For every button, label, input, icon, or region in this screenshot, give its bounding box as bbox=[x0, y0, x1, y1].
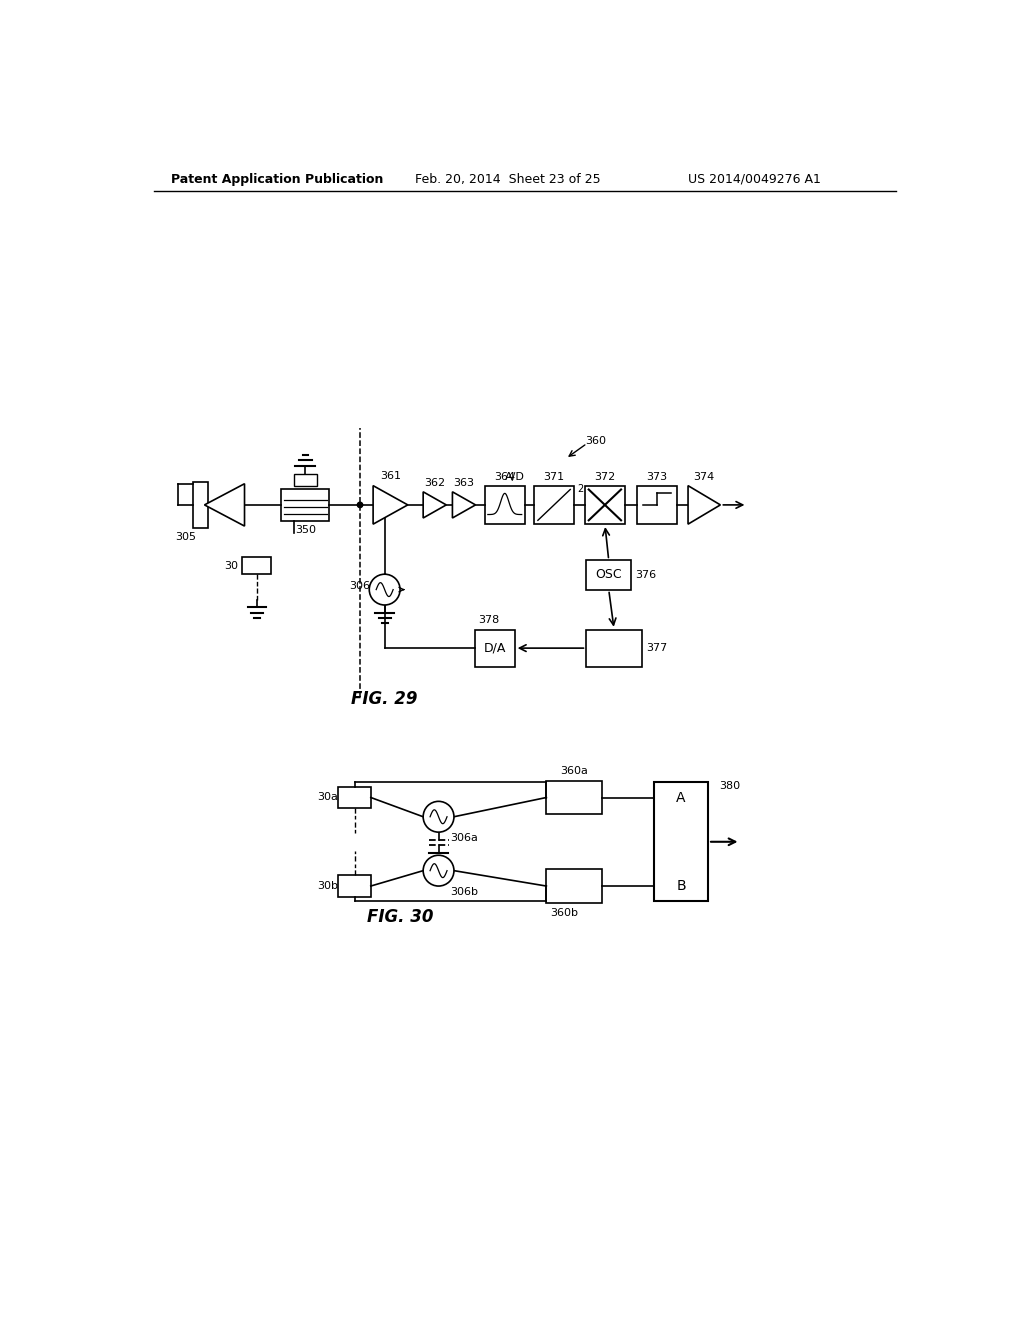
Text: 305: 305 bbox=[175, 532, 196, 541]
Text: 378: 378 bbox=[478, 615, 500, 626]
Bar bbox=[193, 482, 208, 528]
Circle shape bbox=[423, 801, 454, 832]
Bar bbox=[547, 780, 602, 814]
Text: FIG. 29: FIG. 29 bbox=[351, 690, 418, 708]
Bar bbox=[243, 557, 271, 574]
Text: US 2014/0049276 A1: US 2014/0049276 A1 bbox=[688, 173, 820, 186]
Text: 30a: 30a bbox=[317, 792, 338, 803]
Text: 306a: 306a bbox=[451, 833, 478, 843]
Text: 364: 364 bbox=[495, 473, 515, 482]
Bar bbox=[654, 781, 708, 902]
Text: 360b: 360b bbox=[550, 908, 579, 917]
Text: 371: 371 bbox=[544, 473, 564, 482]
Text: Feb. 20, 2014  Sheet 23 of 25: Feb. 20, 2014 Sheet 23 of 25 bbox=[415, 173, 601, 186]
Text: OSC: OSC bbox=[595, 569, 622, 582]
Bar bbox=[637, 486, 677, 524]
Text: 306b: 306b bbox=[451, 887, 478, 898]
Text: 377: 377 bbox=[646, 643, 667, 653]
Bar bbox=[535, 486, 574, 524]
Text: 363: 363 bbox=[454, 478, 474, 488]
Circle shape bbox=[370, 574, 400, 605]
Text: 373: 373 bbox=[647, 473, 668, 482]
Text: FIG. 30: FIG. 30 bbox=[367, 908, 433, 925]
Bar bbox=[587, 561, 631, 590]
Text: 376: 376 bbox=[635, 570, 656, 579]
Bar bbox=[475, 630, 515, 667]
Polygon shape bbox=[373, 486, 408, 524]
Bar bbox=[587, 630, 642, 667]
Polygon shape bbox=[423, 492, 446, 517]
Circle shape bbox=[423, 855, 454, 886]
Bar bbox=[282, 488, 330, 521]
Text: 306: 306 bbox=[349, 581, 371, 591]
Bar bbox=[294, 474, 316, 487]
Bar bbox=[484, 486, 524, 524]
Text: 30: 30 bbox=[224, 561, 239, 570]
Text: 380: 380 bbox=[719, 781, 740, 791]
Text: D/A: D/A bbox=[483, 642, 506, 655]
Text: A: A bbox=[677, 791, 686, 804]
Polygon shape bbox=[453, 492, 475, 517]
Polygon shape bbox=[205, 483, 245, 527]
Text: B: B bbox=[676, 879, 686, 894]
Bar bbox=[339, 787, 371, 808]
Text: 360a: 360a bbox=[560, 767, 588, 776]
Text: Patent Application Publication: Patent Application Publication bbox=[171, 173, 383, 186]
Text: 374: 374 bbox=[693, 473, 715, 482]
Bar bbox=[585, 486, 625, 524]
Text: 361: 361 bbox=[380, 471, 401, 482]
Text: 360: 360 bbox=[585, 436, 606, 446]
Bar bbox=[547, 869, 602, 903]
Text: 362: 362 bbox=[424, 478, 445, 488]
Bar bbox=[339, 875, 371, 896]
Polygon shape bbox=[688, 486, 720, 524]
Text: A/D: A/D bbox=[505, 473, 524, 482]
Text: 2: 2 bbox=[578, 483, 584, 494]
Circle shape bbox=[357, 502, 362, 508]
Text: 30b: 30b bbox=[317, 880, 338, 891]
Text: 372: 372 bbox=[594, 473, 615, 482]
Text: 350: 350 bbox=[295, 524, 315, 535]
